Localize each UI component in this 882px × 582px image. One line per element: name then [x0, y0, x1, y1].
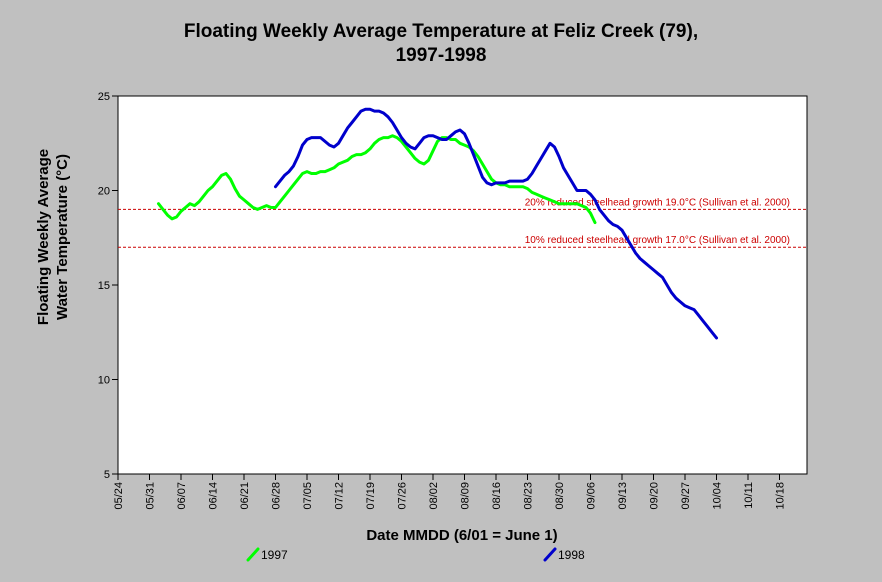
reference-line-label-1: 20% reduced steelhead growth 19.0°C (Sul…: [525, 197, 790, 208]
x-tick-label-4: 06/21: [239, 482, 251, 510]
x-tick-label-5: 06/28: [271, 482, 283, 510]
y-tick-label-5: 5: [104, 469, 110, 481]
legend-swatch-1997: [246, 547, 260, 562]
legend: 1997 1998: [246, 547, 585, 562]
x-tick-label-16: 09/13: [617, 482, 629, 510]
x-tick-label-11: 08/09: [460, 482, 472, 510]
series-line-1998: [274, 107, 718, 340]
x-tick-label-15: 09/06: [586, 482, 598, 510]
y-tick-label-25: 25: [98, 91, 110, 103]
chart-title-line-1: Floating Weekly Average Temperature at F…: [183, 21, 699, 42]
x-tick-label-1: 05/31: [145, 482, 157, 510]
x-tick-label-0: 05/24: [113, 482, 125, 510]
x-tick-label-3: 06/14: [208, 482, 220, 510]
y-tick-label-15: 15: [98, 280, 110, 292]
x-tick-label-21: 10/18: [775, 482, 787, 510]
x-tick-label-6: 07/05: [302, 482, 314, 510]
chart-title: Floating Weekly Average Temperature at F…: [0, 20, 882, 68]
x-tick-label-19: 10/04: [712, 482, 724, 510]
y-axis-title-line-1: Floating Weekly Average: [35, 149, 52, 325]
y-tick-label-10: 10: [98, 375, 110, 387]
chart-title-line-2: 1997-1998: [395, 45, 487, 66]
reference-line-label-2: 10% reduced steelhead growth 17.0°C (Sul…: [525, 235, 790, 246]
plot-area: [117, 95, 808, 475]
x-tick-label-7: 07/12: [334, 482, 346, 510]
x-tick-label-20: 10/11: [743, 482, 755, 509]
series-line-1997: [157, 134, 597, 225]
x-tick-label-12: 08/16: [491, 482, 503, 510]
x-tick-label-14: 08/30: [554, 482, 566, 510]
series-lines: [157, 107, 718, 340]
x-tick-label-2: 06/07: [176, 482, 188, 510]
x-tick-label-9: 07/26: [397, 482, 409, 510]
y-tick-label-20: 20: [98, 186, 110, 198]
reference-lines: 20% reduced steelhead growth 19.0°C (Sul…: [118, 197, 807, 248]
y-axis-title-line-2: Water Temperature (°C): [54, 154, 71, 320]
x-tick-label-13: 08/23: [523, 482, 535, 510]
legend-label-1998: 1998: [558, 548, 585, 562]
axes: 5 10 15 20 25 05/24 05/31 06/07 06/14 06/21 06/28 0…: [98, 91, 787, 510]
x-tick-label-17: 09/20: [649, 482, 661, 510]
x-tick-label-10: 08/02: [428, 482, 440, 510]
y-axis-title: Floating Weekly Average Water Temperatur…: [35, 149, 71, 325]
legend-label-1997: 1997: [261, 548, 288, 562]
x-axis-title: Date MMDD (6/01 = June 1): [366, 527, 557, 544]
x-tick-label-18: 09/27: [680, 482, 692, 510]
legend-swatch-1998: [543, 547, 557, 562]
x-tick-label-8: 07/19: [365, 482, 377, 510]
